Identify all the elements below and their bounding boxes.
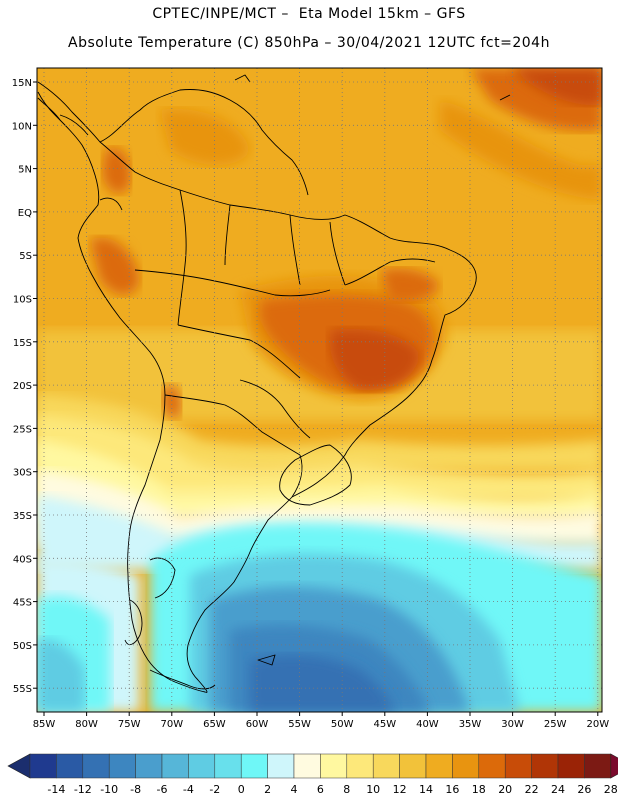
colorbar-swatch [29,753,57,779]
colorbar-swatch [135,753,163,779]
latitude-label: 25S [13,424,32,435]
latitude-label: 50S [13,641,32,652]
colorbar-swatch [320,753,348,779]
colorbar-swatch [372,753,400,779]
colorbar-swatch [240,753,268,779]
colorbar-label: 16 [445,783,459,796]
colorbar-label: 20 [498,783,512,796]
latitude-label: 35S [13,511,32,522]
latitude-label: 15N [12,78,32,89]
colorbar-swatch [346,753,374,779]
colorbar-swatch [267,753,295,779]
colorbar-label: 6 [317,783,324,796]
latitude-label: 30S [13,468,32,479]
latitude-label: 40S [13,554,32,565]
colorbar-label: 24 [551,783,565,796]
latitude-label: 10N [12,121,32,132]
colorbar-swatch [108,753,136,779]
colorbar-label: 28 [604,783,618,796]
colorbar-label: 0 [238,783,245,796]
map-frame [36,67,603,713]
longitude-label: 50W [331,719,354,730]
temperature-field [37,68,602,712]
colorbar-label: 2 [264,783,271,796]
colorbar-swatch [531,753,559,779]
colorbar-label: -4 [183,783,194,796]
longitude-label: 35W [459,719,482,730]
colorbar-swatch [161,753,189,779]
colorbar-swatch [504,753,532,779]
latitude-label: 5S [19,251,32,262]
colorbar-label: 22 [525,783,539,796]
colorbar-label: 4 [291,783,298,796]
colorbar-label: 12 [393,783,407,796]
colorbar-label: -10 [100,783,118,796]
longitude-label: 45W [373,719,396,730]
colorbar-swatch [557,753,585,779]
colorbar [7,753,618,779]
colorbar-label: 18 [472,783,486,796]
colorbar-label: -8 [130,783,141,796]
longitude-label: 80W [75,719,98,730]
colorbar-label: -6 [157,783,168,796]
longitude-label: 40W [416,719,439,730]
colorbar-swatch [478,753,506,779]
latitude-label: 15S [13,338,32,349]
longitude-label: 30W [501,719,524,730]
longitude-label: 20W [586,719,609,730]
latitude-label: 45S [13,598,32,609]
colorbar-swatch [188,753,216,779]
latitude-label: EQ [18,208,32,219]
longitude-label: 85W [33,719,56,730]
colorbar-swatch [584,753,612,779]
colorbar-swatch [399,753,427,779]
longitude-label: 60W [246,719,269,730]
longitude-label: 75W [118,719,141,730]
longitude-label: 70W [160,719,183,730]
colorbar-swatch [214,753,242,779]
colorbar-swatch [425,753,453,779]
longitude-label: 65W [203,719,226,730]
colorbar-swatch [82,753,110,779]
colorbar-label: 8 [343,783,350,796]
longitude-label: 55W [288,719,311,730]
latitude-label: 10S [13,295,32,306]
latitude-label: 5N [18,165,32,176]
colorbar-label: -14 [47,783,65,796]
chart-title: CPTEC/INPE/MCT – Eta Model 15km – GFS [152,6,466,22]
colorbar-swatch [452,753,480,779]
colorbar-label: -12 [74,783,92,796]
colorbar-label: 10 [366,783,380,796]
chart-subtitle: Absolute Temperature (C) 850hPa – 30/04/… [68,35,550,51]
latitude-label: 20S [13,381,32,392]
longitude-label: 25W [544,719,567,730]
colorbar-label: -2 [209,783,220,796]
colorbar-label: 26 [577,783,591,796]
colorbar-high-arrow [610,753,618,779]
colorbar-swatch [56,753,84,779]
colorbar-label: 14 [419,783,433,796]
colorbar-low-arrow [7,753,31,779]
colorbar-swatch [293,753,321,779]
latitude-label: 55S [13,684,32,695]
